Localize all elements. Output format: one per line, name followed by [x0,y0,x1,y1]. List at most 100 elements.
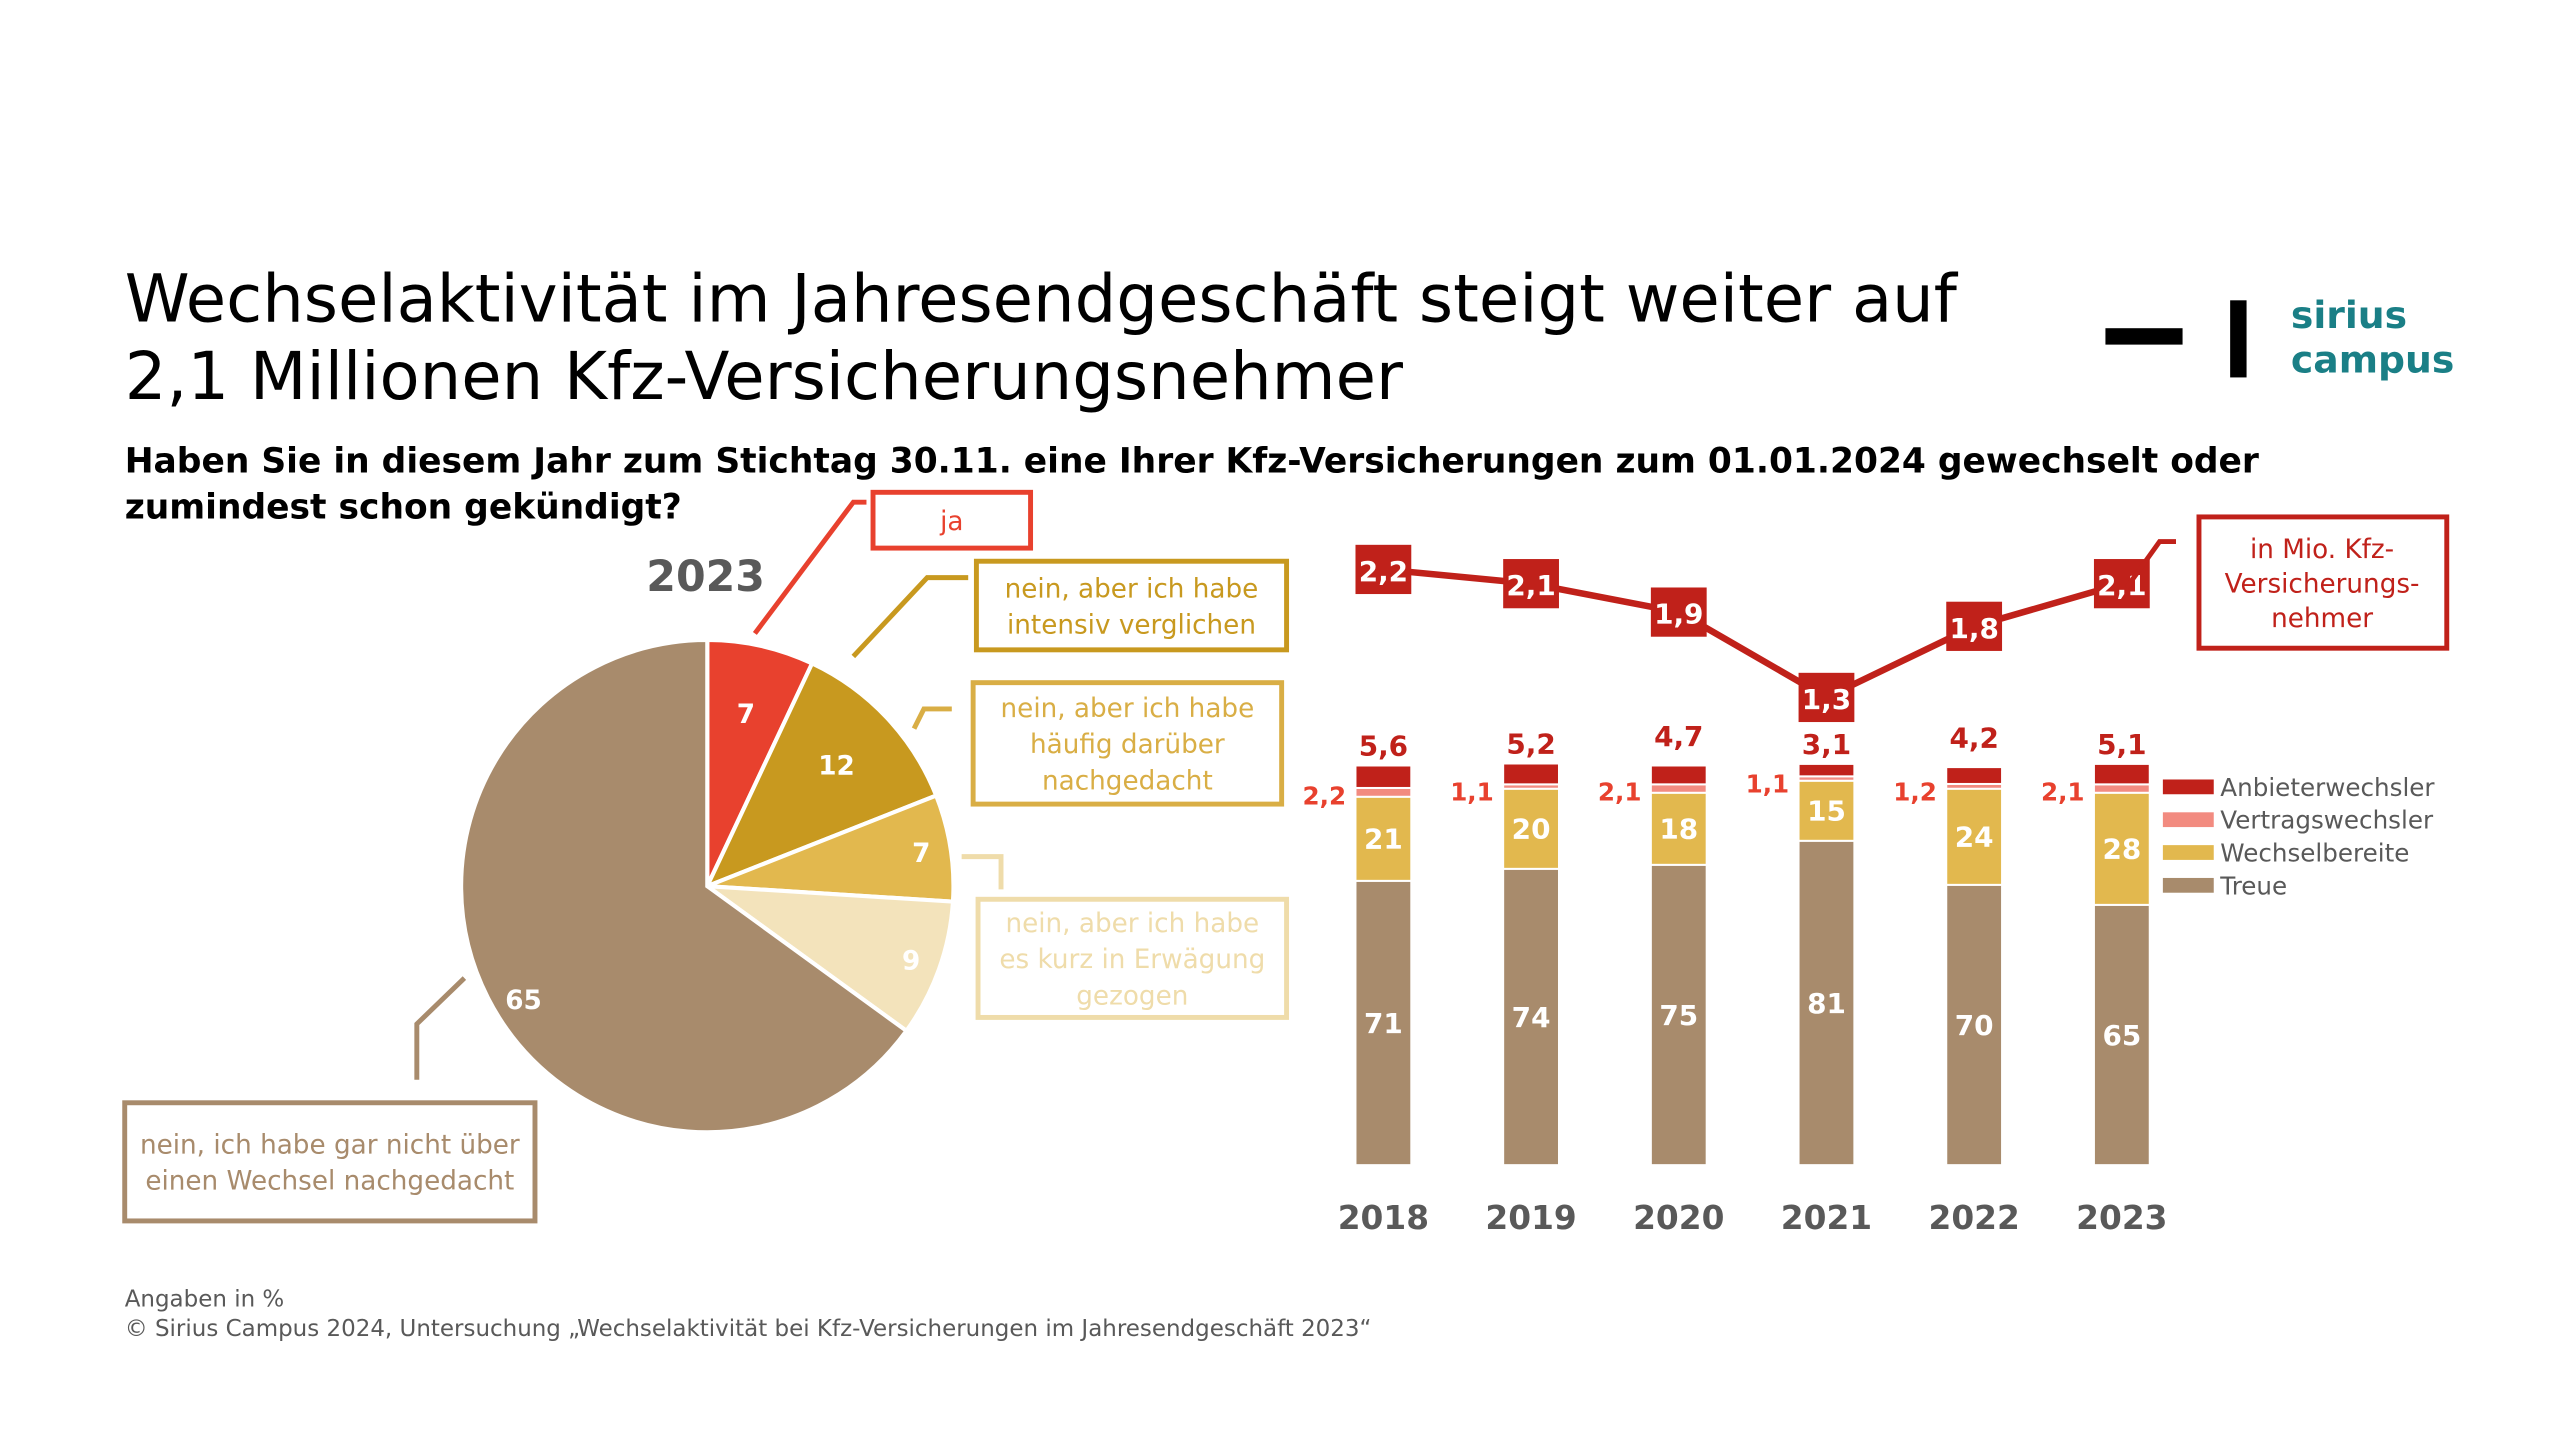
title-line-2: 2,1 Millionen Kfz-Versicherungsnehmer [125,339,1403,415]
legend-label: Treue [2219,871,2287,900]
line-point-marker [1798,672,1855,723]
bar-segment-wechselbereite [1649,791,1708,866]
vertragswechsler-label: 1,1 [1450,778,1494,807]
callout-label: nein, aber ich habe [1005,574,1259,604]
bar-legend: Anbieterwechsler Vertragswechsler Wechselb… [2162,773,2435,900]
line-point: 2,1 [2093,559,2150,609]
legend-label: Anbieterwechsler [2220,773,2435,802]
logo-bar-icon [2230,300,2247,378]
bar-value-label: 18 [1659,813,1698,846]
pie-value-label: 7 [912,839,930,869]
bar-value-label: 71 [1364,1007,1403,1040]
callout-box [973,558,1290,653]
bar-segment-vertragswechsler [1354,786,1413,798]
callout-label: gezogen [1076,981,1188,1011]
pie-title: 2023 [646,552,765,602]
legend-swatch [2162,779,2214,795]
x-tick-label: 2023 [2076,1199,2167,1237]
line-value-label: 1,9 [1654,598,1703,631]
anbieterwechsler-label: 5,1 [2097,728,2146,761]
bar-segment-wechselbereite [2092,791,2151,906]
pie-callout: nein, aber ich habe häufig darüber nachged… [911,680,1285,807]
bar-segment-treue [1649,863,1708,1167]
bar-segment-treue [2092,903,2151,1167]
annotation-label: Versicherungs- [2225,569,2420,599]
legend-swatch [2162,877,2214,893]
anbieterwechsler-label: 5,6 [1359,730,1408,763]
annotation-box [2196,514,2450,651]
callout-label: ja [939,507,963,537]
callout-leader-line [911,706,952,730]
callout-label: nein, aber ich habe [1005,909,1259,939]
bar-segment-anbieterwechsler [1502,762,1560,786]
annotation-label: in Mio. Kfz- [2250,535,2394,565]
logo: sirius campus [2105,293,2455,382]
anbieterwechsler-label: 3,1 [1802,728,1851,761]
stacked-bar-chart: 71 21 5,6 2,2 2018 74 20 5,2 1,1 2019 75 18 4,7 2,1 20… [1303,720,2168,1237]
bar-value-label: 20 [1512,813,1551,846]
callout-box [975,896,1290,1020]
anbieterwechsler-label: 4,7 [1654,720,1703,753]
line-value-label: 2,1 [1506,569,1555,602]
question-line-1: Haben Sie in diesem Jahr zum Stichtag 30… [125,442,2259,482]
callout-label: nachgedacht [1042,766,1213,796]
legend-item: Anbieterwechsler [2162,773,2435,802]
pie-callout: nein, aber ich habe intensiv verglichen [851,558,1290,659]
logo-text-line2: campus [2291,338,2455,382]
vertragswechsler-label: 1,1 [1746,770,1790,799]
callout-box [122,1100,538,1224]
pie-slice [700,883,956,1034]
callout-leader-line [961,854,1004,890]
bar-value-label: 15 [1807,795,1846,828]
callout-label: einen Wechsel nachgedacht [145,1167,514,1197]
callout-label: es kurz in Erwägung [999,945,1265,975]
callout-box [970,680,1285,807]
footer-note: Angaben in % [125,1286,285,1312]
pie-value-label: 12 [818,752,855,782]
pie-slice [705,637,815,888]
x-tick-label: 2019 [1485,1199,1576,1237]
logo-text-line1: sirius [2291,293,2407,337]
vertragswechsler-label: 2,2 [1303,781,1347,810]
bar-value-label: 24 [1955,821,1994,854]
legend-label: Vertragswechsler [2220,806,2434,835]
anbieterwechsler-label: 5,2 [1506,728,1555,761]
callout-label: nein, aber ich habe [1001,694,1255,724]
bar-segment-wechselbereite [1797,779,1856,842]
bar-segment-anbieterwechsler [1354,764,1413,789]
pie-chart: 2023 7 12 7 9 65 ja nein, aber ich habe intens… [122,489,1290,1224]
callout-leader-line [414,976,467,1080]
legend-swatch [2162,812,2214,828]
line-value-label: 1,3 [1802,683,1851,716]
callout-leader-line [851,575,969,659]
bar-segment-anbieterwechsler [2092,762,2151,786]
bar-value-label: 74 [1512,1001,1551,1034]
question-line-2: zumindest schon gekündigt? [125,488,682,528]
line-series [1383,566,2123,702]
callout-label: intensiv verglichen [1007,610,1256,640]
legend-item: Treue [2162,871,2287,900]
line-point-marker [1650,587,1707,637]
line-annotation: in Mio. Kfz- Versicherungs-nehmer [2124,514,2450,651]
line-point: 2,2 [1355,544,1412,595]
pie-callout: ja [752,489,1034,635]
pie-value-label: 9 [902,946,920,976]
bar-value-label: 21 [1364,823,1403,856]
pie-value-label: 65 [505,986,542,1016]
bar-segment-anbieterwechsler [1945,766,2004,785]
bar-value-label: 81 [1807,987,1846,1020]
pie-callout: nein, aber ich habe es kurz in Erwägung ge… [961,854,1290,1020]
line-point: 1,3 [1798,672,1855,723]
bar-value-label: 65 [2102,1019,2141,1052]
x-tick-label: 2020 [1633,1199,1724,1237]
bar-segment-anbieterwechsler [1797,762,1856,778]
legend-item: Vertragswechsler [2162,806,2434,835]
callout-box [870,489,1034,551]
title-line-1: Wechselaktivität im Jahresendgeschäft st… [125,262,1959,338]
bar-value-label: 28 [2102,833,2141,866]
line-value-label: 1,8 [1949,612,1998,645]
x-tick-label: 2021 [1781,1199,1872,1237]
pie-slice [703,660,939,890]
bar-segment-wechselbereite [1945,787,2004,886]
